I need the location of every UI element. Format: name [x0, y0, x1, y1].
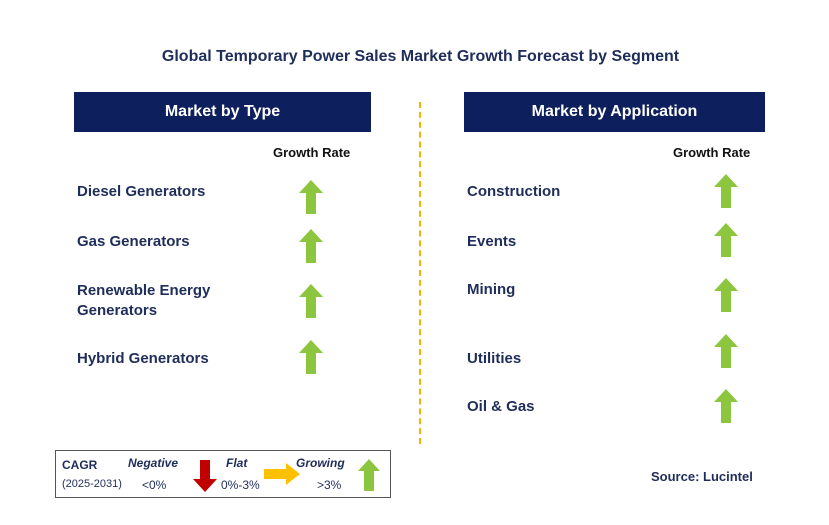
growing-arrow-up-icon: [714, 174, 738, 208]
segment-gas-generators: Gas Generators: [77, 233, 190, 250]
source-credit: Source: Lucintel: [651, 469, 753, 484]
growing-arrow-up-icon: [299, 229, 323, 263]
segment-events: Events: [467, 233, 517, 250]
segment-hybrid-generators: Hybrid Generators: [77, 350, 209, 367]
cagr-legend: CAGR (2025-2031) Negative <0% Flat 0%-3%…: [55, 450, 391, 498]
market-by-application-header: Market by Application: [464, 92, 765, 132]
legend-cagr-label: CAGR: [62, 458, 98, 472]
application-growth-rate-label: Growth Rate: [673, 145, 751, 160]
legend-growing-label: Growing: [296, 456, 345, 470]
legend-negative-label: Negative: [128, 456, 179, 470]
growing-arrow-up-icon: [714, 389, 738, 423]
legend-flat-range: 0%-3%: [221, 478, 260, 492]
segment-utilities: Utilities: [467, 350, 522, 367]
segment-diesel-generators: Diesel Generators: [77, 183, 206, 200]
growing-arrow-up-icon: [299, 284, 323, 318]
growing-arrow-up-icon: [714, 278, 738, 312]
legend-growing-range: >3%: [317, 478, 342, 492]
legend-flat-label: Flat: [226, 456, 248, 470]
segment-renewable-energy-generators: Renewable Energy Generators: [77, 282, 211, 319]
growing-arrow-up-icon: [714, 334, 738, 368]
segment-oil-and-gas: Oil & Gas: [467, 398, 535, 415]
growing-arrow-up-icon: [299, 180, 323, 214]
segment-mining: Mining: [467, 281, 516, 298]
flat-arrow-right-icon: [264, 463, 300, 485]
legend-period: (2025-2031): [62, 478, 122, 490]
diagram-title: Global Temporary Power Sales Market Grow…: [161, 48, 680, 65]
growing-arrow-up-icon: [358, 459, 380, 491]
growing-arrow-up-icon: [714, 223, 738, 257]
legend-negative-range: <0%: [142, 478, 167, 492]
segment-construction: Construction: [467, 183, 561, 200]
panel-divider: [419, 102, 421, 444]
market-by-type-header: Market by Type: [74, 92, 371, 132]
type-growth-rate-label: Growth Rate: [273, 145, 351, 160]
growing-arrow-up-icon: [299, 340, 323, 374]
negative-arrow-down-icon: [193, 460, 217, 492]
